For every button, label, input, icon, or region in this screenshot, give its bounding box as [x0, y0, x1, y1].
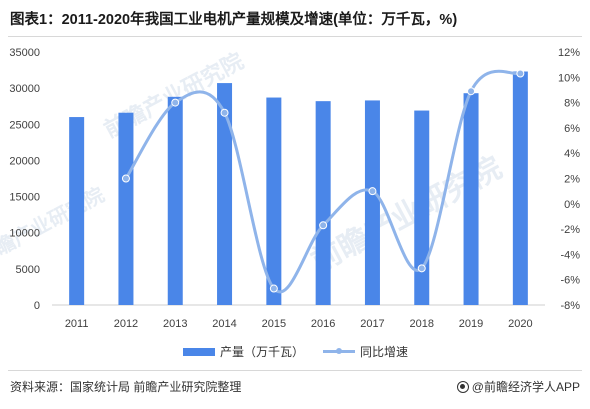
growth-rate-point [417, 264, 426, 273]
y-right-tick-label: 2% [564, 174, 580, 186]
y-right-tick-label: 0% [564, 199, 580, 211]
bar-production [315, 101, 331, 305]
bar-production [364, 100, 380, 305]
legend-line-swatch [323, 348, 355, 354]
legend-bar-swatch [183, 347, 215, 356]
legend-item-bars: 产量（万千瓦） [183, 343, 304, 360]
x-tick-label: 2019 [459, 318, 483, 330]
y-right-tick-label: 12% [558, 47, 580, 59]
growth-rate-point [516, 69, 525, 78]
x-tick-label: 2018 [410, 318, 434, 330]
growth-rate-point [368, 187, 377, 196]
bar-production [463, 93, 479, 306]
y-right-tick-label: -4% [560, 249, 580, 261]
credit-text: @前瞻经济学人APP [471, 380, 580, 394]
y-right-tick-label: 8% [564, 98, 580, 110]
bar-production [266, 97, 282, 305]
y-right-tick-label: -8% [560, 300, 580, 312]
bar-production [217, 83, 233, 305]
growth-rate-point [269, 284, 278, 293]
y-right-tick-label: -2% [560, 224, 580, 236]
y-right-tick-label: 4% [564, 148, 580, 160]
credit-note: @前瞻经济学人APP [456, 378, 580, 395]
x-tick-label: 2020 [508, 318, 532, 330]
x-tick-label: 2015 [262, 318, 286, 330]
y-left-tick-label: 0 [34, 300, 40, 312]
y-left-tick-label: 5000 [16, 264, 40, 276]
x-tick-label: 2011 [65, 318, 89, 330]
y-left-tick-label: 25000 [9, 119, 40, 131]
legend-line-label: 同比增速 [360, 345, 409, 359]
growth-rate-point [220, 108, 229, 117]
growth-rate-point [121, 174, 130, 183]
bar-production [414, 110, 430, 306]
x-tick-label: 2012 [114, 318, 138, 330]
bar-production [167, 96, 183, 306]
x-tick-label: 2013 [163, 318, 187, 330]
legend-bar-label: 产量（万千瓦） [220, 345, 305, 359]
app-logo-icon [456, 380, 469, 393]
chart-legend: 产量（万千瓦） 同比增速 [0, 343, 590, 361]
x-tick-label: 2016 [311, 318, 335, 330]
source-note: 资料来源：国家统计局 前瞻产业研究院整理 [10, 380, 242, 394]
footer-divider [8, 370, 582, 371]
bar-production [512, 71, 528, 305]
x-tick-label: 2017 [360, 318, 384, 330]
x-tick-label: 2014 [212, 318, 236, 330]
y-right-tick-label: 10% [558, 72, 580, 84]
y-left-tick-label: 20000 [9, 155, 40, 167]
legend-item-line: 同比增速 [323, 343, 408, 360]
y-right-tick-label: -6% [560, 275, 580, 287]
y-right-tick-label: 6% [564, 123, 580, 135]
chart-title: 图表1：2011-2020年我国工业电机产量规模及增速(单位：万千瓦，%) [10, 12, 458, 28]
y-left-tick-label: 15000 [9, 192, 40, 204]
title-divider [8, 36, 582, 37]
growth-rate-point [467, 87, 476, 96]
growth-rate-point [319, 221, 328, 230]
y-left-tick-label: 30000 [9, 83, 40, 95]
bar-production [69, 117, 85, 305]
bar-production [118, 112, 134, 305]
y-left-tick-label: 35000 [9, 47, 40, 59]
growth-rate-point [171, 98, 180, 107]
y-left-tick-label: 10000 [9, 228, 40, 240]
